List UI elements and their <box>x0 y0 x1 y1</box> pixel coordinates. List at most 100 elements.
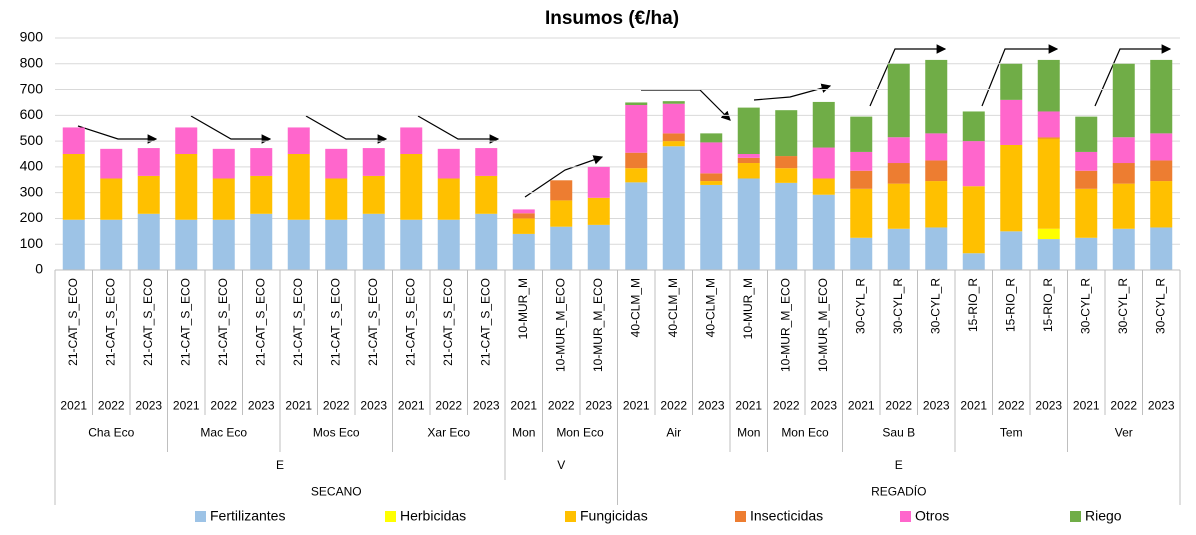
bar-segment <box>962 111 985 142</box>
bar-segment <box>775 182 798 270</box>
x-tick-label: 10-MUR_M_ECO <box>553 278 567 372</box>
x-tick-label: 21-CAT_S_ECO <box>478 278 492 366</box>
x-tick-label: 15-RIO_R <box>1003 278 1017 332</box>
x-group-label: Mon <box>512 426 535 440</box>
x-group-label: 2021 <box>623 399 650 413</box>
bar-segment <box>587 224 610 270</box>
bar-segment <box>1150 59 1173 134</box>
bar-segment <box>250 148 273 176</box>
x-group-label: 2021 <box>510 399 537 413</box>
bar-segment <box>400 154 423 220</box>
bar-segment <box>812 178 835 195</box>
legend-swatch <box>1070 511 1081 522</box>
bar-segment <box>812 101 835 148</box>
legend-label: Fertilizantes <box>210 508 285 524</box>
bar-segment <box>175 127 198 154</box>
legend-swatch <box>900 511 911 522</box>
bar-segment <box>662 133 685 142</box>
bar-segment <box>287 219 310 270</box>
bar-segment <box>1075 151 1098 171</box>
bar-segment <box>250 175 273 214</box>
x-tick-label: 10-MUR_M_ECO <box>778 278 792 372</box>
x-tick-label: 21-CAT_S_ECO <box>216 278 230 366</box>
bar-segment <box>550 200 573 227</box>
legend-label: Riego <box>1085 508 1122 524</box>
bar-segment <box>625 102 648 106</box>
x-tick-label: 10-MUR_M_ECO <box>591 278 605 372</box>
bar-segment <box>662 101 685 104</box>
x-group-label: 2021 <box>848 399 875 413</box>
legend-swatch <box>735 511 746 522</box>
x-group-label: 2023 <box>1148 399 1175 413</box>
x-group-label: 2022 <box>998 399 1025 413</box>
chart-title: Insumos (€/ha) <box>545 8 679 29</box>
y-tick-label: 300 <box>20 183 44 199</box>
x-group-label: 2021 <box>60 399 87 413</box>
x-group-label: 2022 <box>548 399 575 413</box>
bar-segment <box>512 233 535 270</box>
bar-segment <box>1000 99 1023 145</box>
bar-segment <box>512 209 535 214</box>
x-tick-label: 21-CAT_S_ECO <box>253 278 267 366</box>
x-tick-label: 40-CLM_M <box>628 278 642 337</box>
bar-segment <box>175 154 198 220</box>
bar-segment <box>1112 137 1135 164</box>
bar-segment <box>625 152 648 169</box>
x-group-label: Mon <box>737 426 760 440</box>
bar-segment <box>400 219 423 270</box>
bar-segment <box>737 157 760 164</box>
bar-segment <box>325 148 348 179</box>
y-tick-label: 400 <box>20 158 44 174</box>
x-tick-label: 10-MUR_M <box>741 278 755 339</box>
bar-segment <box>1075 170 1098 189</box>
x-group-label: 2022 <box>210 399 237 413</box>
x-group-label: 2023 <box>248 399 275 413</box>
bar-segment <box>850 170 873 189</box>
bar-segment <box>700 184 723 270</box>
bar-segment <box>662 141 685 147</box>
x-group-label: Cha Eco <box>88 426 134 440</box>
x-group-label: 2022 <box>98 399 125 413</box>
bar-segment <box>887 163 910 184</box>
x-group-label: Mac Eco <box>200 426 247 440</box>
bar-segment <box>962 253 985 270</box>
bar-segment <box>850 151 873 171</box>
x-group-label: Xar Eco <box>427 426 470 440</box>
x-group-label: Sau B <box>882 426 915 440</box>
bar-segment <box>1000 144 1023 232</box>
bar-segment <box>1112 183 1135 229</box>
bar-segment <box>1000 63 1023 100</box>
bar-segment <box>362 148 385 176</box>
bar-segment <box>550 226 573 270</box>
bar-segment <box>1037 239 1060 270</box>
legend-label: Otros <box>915 508 949 524</box>
bar-segment <box>512 218 535 234</box>
bar-segment <box>1037 111 1060 138</box>
bar-segment <box>1037 59 1060 112</box>
bar-segment <box>1075 116 1098 152</box>
bar-segment <box>212 219 235 270</box>
bar-segment <box>512 213 535 219</box>
bar-segment <box>625 105 648 153</box>
bar-segment <box>775 168 798 183</box>
x-group-label: Ver <box>1115 426 1133 440</box>
y-tick-label: 800 <box>20 54 44 70</box>
x-tick-label: 21-CAT_S_ECO <box>178 278 192 366</box>
bar-segment <box>1037 138 1060 229</box>
bar-segment <box>625 168 648 183</box>
bar-segment <box>362 175 385 214</box>
x-tick-label: 21-CAT_S_ECO <box>403 278 417 366</box>
bar-segment <box>737 154 760 158</box>
x-tick-label: 10-MUR_M <box>516 278 530 339</box>
bar-segment <box>550 180 573 201</box>
x-group-label: 2022 <box>435 399 462 413</box>
bar-segment <box>737 163 760 179</box>
x-group-label: 2023 <box>135 399 162 413</box>
x-tick-label: 10-MUR_M_ECO <box>816 278 830 372</box>
legend-swatch <box>195 511 206 522</box>
bar-segment <box>925 133 948 161</box>
legend-label: Fungicidas <box>580 508 648 524</box>
bar-segment <box>775 110 798 157</box>
x-group-label: 2021 <box>960 399 987 413</box>
x-group-label: 2022 <box>660 399 687 413</box>
